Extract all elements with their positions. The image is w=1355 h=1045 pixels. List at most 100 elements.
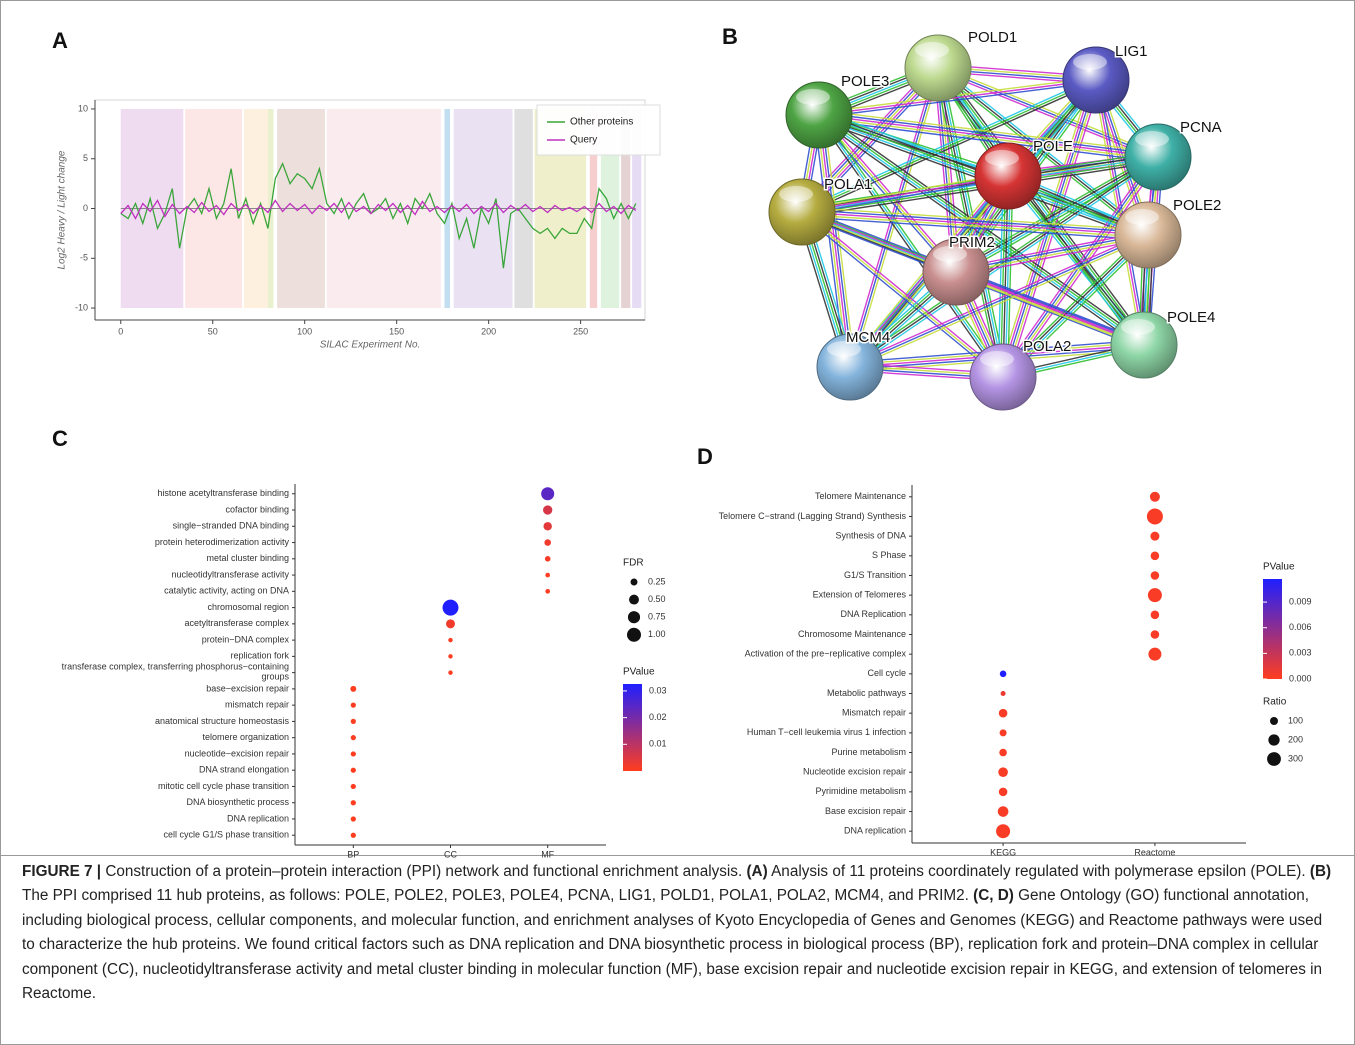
dot (350, 735, 356, 741)
dot (446, 619, 455, 629)
color-tick-label: 0.03 (649, 685, 667, 695)
node-label: PCNA (1180, 119, 1222, 136)
size-legend-label: 200 (1288, 734, 1303, 744)
dot (1150, 610, 1160, 620)
dot (544, 556, 551, 562)
y-tick-label: Pyrimidine metabolism (815, 786, 906, 796)
dot (541, 487, 555, 501)
y-tick-label: G1/S Transition (844, 570, 906, 580)
node-highlight (827, 341, 861, 357)
x-tick-label: KEGG (990, 847, 1016, 857)
x-tick-label: Reactome (1134, 847, 1175, 857)
color-tick-label: 0.003 (1289, 648, 1312, 658)
edge (818, 114, 1159, 158)
node-label: MCM4 (846, 329, 890, 346)
edge (800, 213, 1002, 380)
caption-bold: (A) (746, 863, 768, 880)
y-tick-label: Chromosome Maintenance (798, 629, 906, 639)
dot (999, 748, 1007, 757)
size-legend-dot (630, 578, 638, 586)
edge (997, 175, 1004, 377)
size-legend-dot (627, 627, 641, 642)
y-tick-label: -10 (75, 302, 88, 312)
node-label: POLE4 (1167, 309, 1215, 326)
edge (1007, 175, 1145, 346)
size-legend-dot (627, 611, 641, 624)
y-tick-label: cell cycle G1/S phase transition (163, 830, 289, 840)
edge (819, 81, 1097, 119)
node (1124, 123, 1192, 191)
size-legend-title: FDR (623, 558, 644, 569)
caption-bold: (C, D) (973, 887, 1014, 905)
dot (545, 572, 551, 578)
y-tick-label: DNA biosynthetic process (186, 797, 289, 807)
edge (801, 216, 1148, 241)
dot (1146, 508, 1163, 525)
dot (998, 767, 1008, 777)
node-label: POLA1 (824, 176, 872, 193)
x-tick-label: MF (541, 849, 554, 859)
edge (999, 231, 1146, 375)
edge (819, 109, 1159, 153)
caption-bold: (B) (1309, 863, 1332, 880)
edge (800, 77, 1096, 211)
color-tick-label: 0.000 (1289, 673, 1312, 683)
node-highlight (1125, 209, 1159, 225)
y-tick-label: 5 (83, 153, 88, 163)
y-tick-label: mismatch repair (225, 700, 289, 710)
y-tick-label: replication fork (230, 651, 289, 661)
node-highlight (1073, 54, 1107, 70)
y-tick-label: DNA replication (227, 813, 289, 823)
y-tick-label: Metabolic pathways (827, 688, 907, 698)
y-tick-label: Base excision repair (825, 806, 906, 816)
color-tick-label: 0.01 (649, 739, 667, 749)
edge (999, 175, 1007, 377)
edge (939, 66, 1147, 344)
edge (801, 211, 1149, 236)
dot (1150, 531, 1160, 541)
edge (802, 177, 1009, 216)
y-tick-label: nucleotidyltransferase activity (171, 569, 289, 579)
dot (999, 670, 1007, 678)
edge (848, 232, 1148, 366)
edge (1009, 174, 1147, 344)
color-tick-label: 0.006 (1289, 622, 1312, 632)
edge (802, 208, 1149, 234)
y-tick-label: 10 (78, 103, 88, 113)
size-legend-label: 100 (1288, 715, 1303, 725)
caption-text: Construction of a protein–protein intera… (101, 863, 747, 880)
x-tick-label: 200 (481, 326, 496, 336)
node (974, 142, 1042, 210)
color-bar (623, 684, 642, 771)
y-tick-label: Telomere C−strand (Lagging Strand) Synth… (719, 511, 907, 521)
dot (1150, 571, 1160, 580)
size-legend-label: 300 (1288, 753, 1303, 763)
edge (818, 119, 1158, 163)
node-label: POLA2 (1023, 338, 1071, 355)
node (969, 343, 1037, 411)
edge (802, 206, 1149, 231)
edge (938, 65, 1160, 156)
y-axis-title: Log2 Heavy / Light change (57, 150, 68, 269)
edge (1004, 176, 1012, 378)
edge (801, 172, 1008, 211)
edge (819, 111, 1159, 156)
node-highlight (980, 351, 1014, 367)
y-tick-label: telomere organization (202, 732, 289, 742)
node-highlight (796, 89, 830, 105)
edge (816, 115, 1002, 379)
edge (802, 81, 1098, 215)
y-tick-label: Mismatch repair (842, 708, 906, 718)
y-tick-label: DNA strand elongation (199, 765, 289, 775)
edge (801, 175, 1009, 213)
y-tick-label: cofactor binding (225, 504, 289, 514)
color-tick-label: 0.009 (1289, 596, 1312, 606)
caption-text: The PPI comprised 11 hub proteins, as fo… (22, 887, 974, 905)
caption-text: Gene Ontology (GO) functional annotation… (22, 887, 1323, 1003)
node-highlight (985, 150, 1019, 166)
dot (350, 751, 356, 757)
edge (818, 79, 1097, 116)
dot (1150, 551, 1160, 561)
edge (823, 114, 856, 367)
y-tick-label: anatomical structure homeostasis (155, 716, 290, 726)
